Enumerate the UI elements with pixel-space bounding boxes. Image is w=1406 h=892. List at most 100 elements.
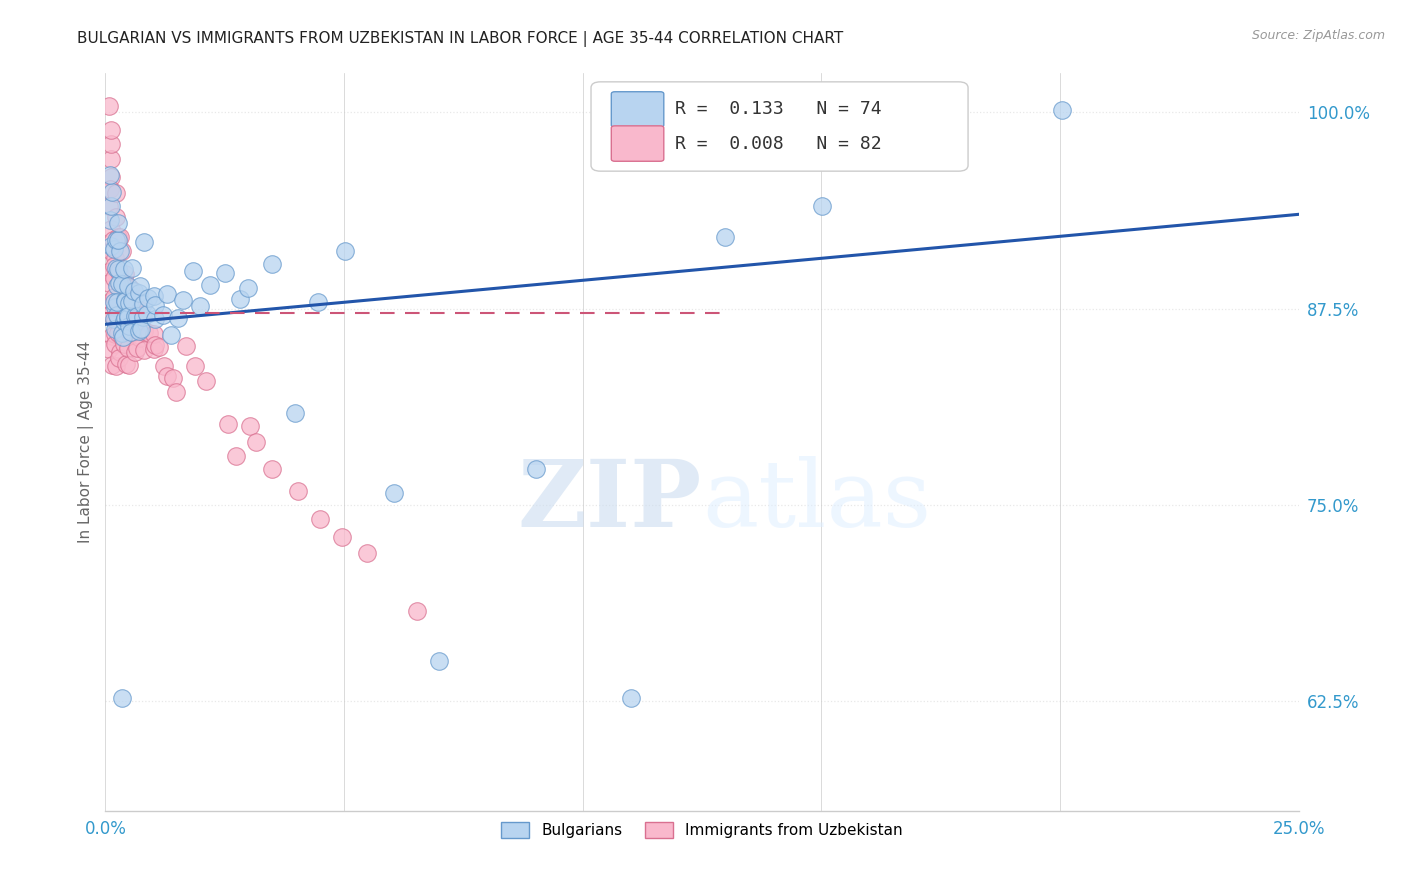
Point (105, 359, 128, 373)
Point (103, 271, 125, 285)
Point (111, 326, 134, 341)
Point (118, 309, 141, 323)
Point (124, 320, 146, 334)
Point (332, 530, 354, 544)
Point (100, 136, 122, 151)
Text: R =  0.133   N = 74: R = 0.133 N = 74 (675, 101, 882, 119)
Point (142, 326, 165, 341)
Point (128, 285, 150, 300)
Text: ZIP: ZIP (517, 456, 702, 546)
Point (128, 278, 150, 293)
Point (121, 293, 143, 308)
Point (143, 338, 166, 352)
Point (103, 290, 125, 304)
Point (160, 328, 183, 343)
Point (105, 261, 128, 276)
Point (124, 284, 146, 298)
Point (129, 302, 152, 317)
Point (100, 358, 122, 372)
Point (111, 244, 134, 259)
Point (260, 462, 283, 476)
Point (156, 286, 179, 301)
Point (172, 293, 194, 308)
Point (103, 251, 125, 265)
Point (125, 310, 148, 324)
Point (143, 298, 166, 312)
Point (108, 229, 131, 244)
Point (107, 326, 129, 340)
Point (136, 307, 159, 321)
Point (620, 691, 643, 706)
Point (245, 434, 267, 449)
Point (98, 342, 121, 356)
Point (142, 343, 165, 357)
Point (132, 297, 155, 311)
Point (114, 267, 136, 281)
Point (105, 210, 128, 224)
Point (287, 484, 309, 499)
Point (104, 300, 127, 314)
Point (98, 212, 121, 227)
Point (107, 312, 129, 326)
Point (101, 233, 124, 247)
Point (129, 331, 152, 345)
Point (811, 199, 834, 213)
FancyBboxPatch shape (591, 82, 969, 171)
Point (108, 351, 131, 366)
Point (112, 262, 135, 277)
Point (111, 329, 134, 343)
Point (103, 242, 125, 256)
Point (165, 385, 187, 400)
Point (104, 326, 127, 341)
Y-axis label: In Labor Force | Age 35-44: In Labor Force | Age 35-44 (79, 341, 94, 543)
Point (105, 278, 128, 293)
Point (122, 293, 145, 308)
Point (117, 310, 139, 325)
Point (214, 266, 236, 280)
Point (100, 182, 122, 196)
Point (236, 281, 259, 295)
Text: atlas: atlas (702, 456, 931, 546)
Point (198, 277, 221, 292)
Point (114, 279, 136, 293)
Point (112, 314, 135, 328)
Point (142, 289, 165, 303)
Point (98, 98, 121, 112)
Point (108, 277, 131, 291)
Point (107, 262, 129, 277)
Point (108, 265, 131, 279)
Point (100, 239, 122, 253)
Point (131, 321, 153, 335)
Point (104, 314, 127, 328)
Point (152, 308, 174, 322)
Point (104, 233, 127, 247)
Point (100, 170, 122, 185)
Point (97, 265, 120, 279)
Point (309, 512, 332, 526)
Point (107, 216, 129, 230)
Point (188, 299, 211, 313)
Point (112, 293, 135, 308)
Point (174, 339, 197, 353)
Point (111, 690, 134, 705)
Point (110, 304, 132, 318)
Point (225, 449, 247, 463)
Text: BULGARIAN VS IMMIGRANTS FROM UZBEKISTAN IN LABOR FORCE | AGE 35-44 CORRELATION C: BULGARIAN VS IMMIGRANTS FROM UZBEKISTAN … (77, 31, 844, 47)
Point (110, 344, 132, 359)
Point (105, 295, 128, 310)
Point (112, 278, 135, 293)
Point (112, 305, 135, 319)
Point (148, 340, 170, 354)
Point (104, 322, 127, 336)
Point (166, 311, 188, 326)
Point (100, 307, 122, 321)
Point (105, 309, 128, 323)
Text: Source: ZipAtlas.com: Source: ZipAtlas.com (1251, 29, 1385, 42)
Point (100, 244, 122, 258)
Point (112, 337, 135, 351)
Point (307, 294, 329, 309)
Point (101, 185, 124, 199)
Point (128, 324, 150, 338)
Point (117, 341, 139, 355)
Point (132, 235, 155, 249)
